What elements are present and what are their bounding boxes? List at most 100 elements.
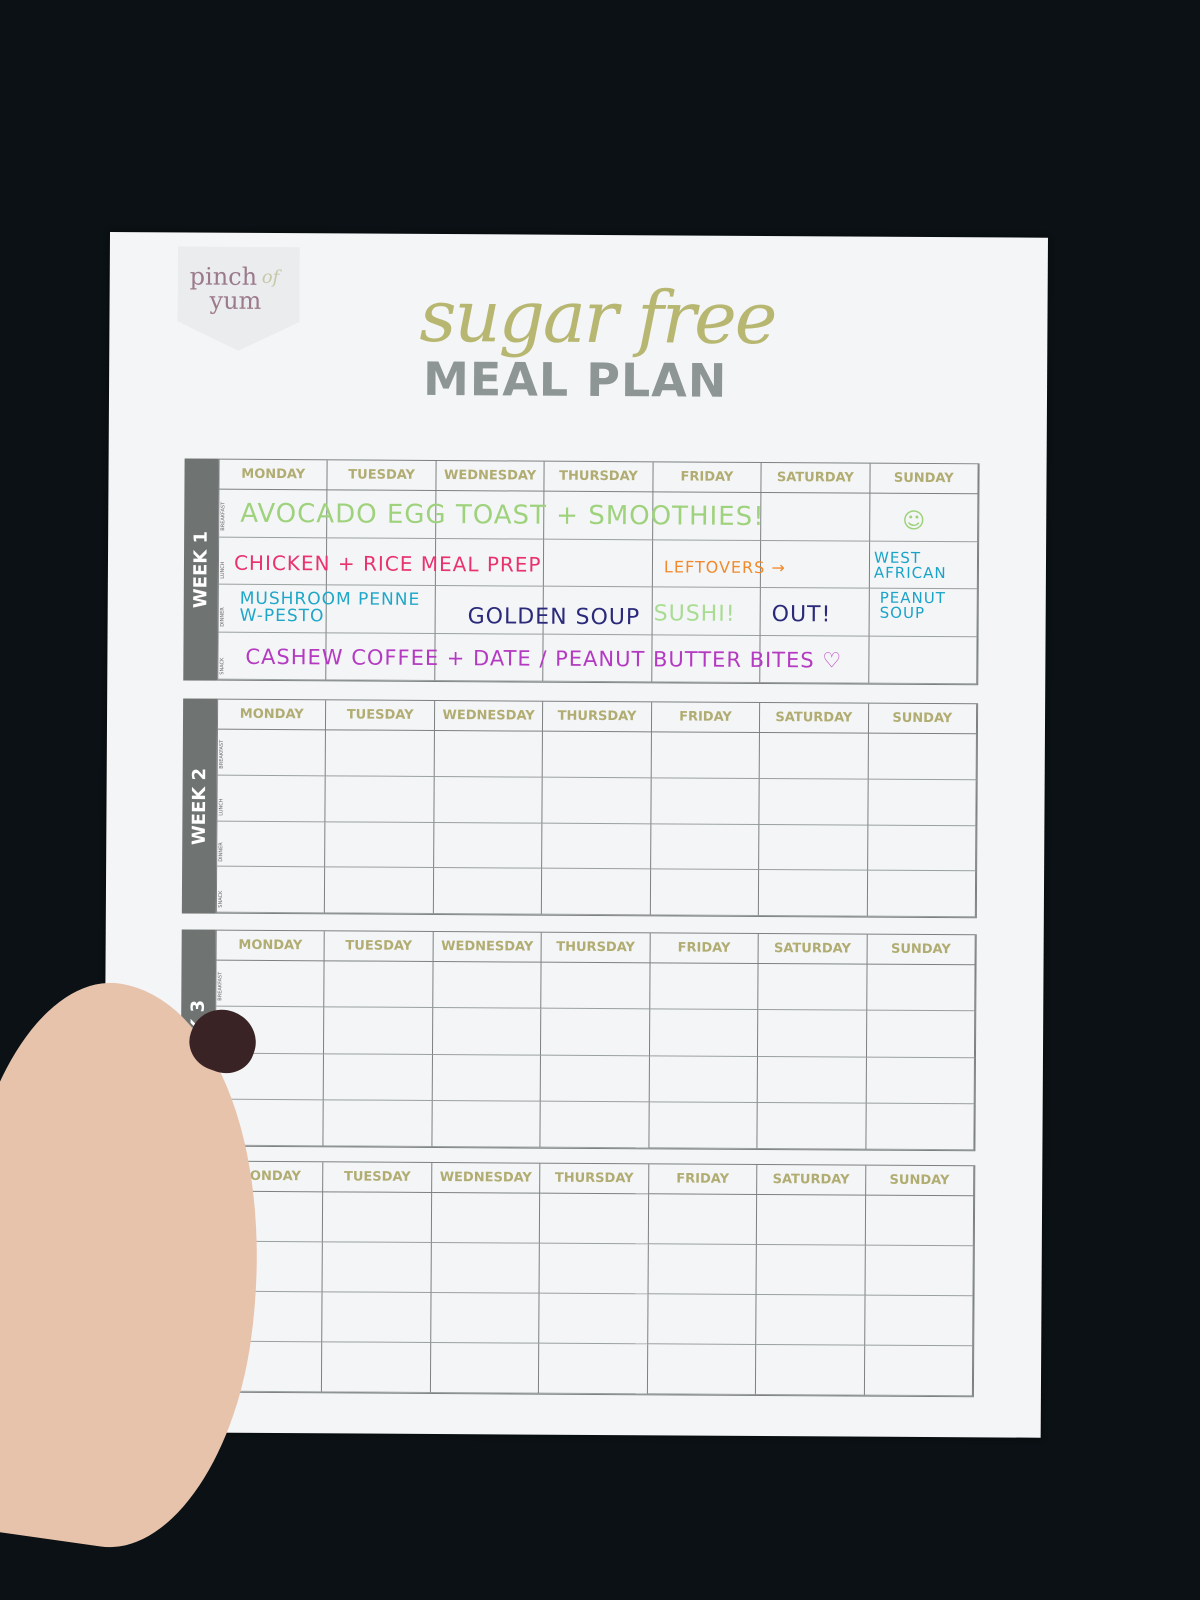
meal-cell[interactable] [867, 870, 977, 918]
meal-cell[interactable] [432, 1008, 542, 1056]
meal-cell[interactable] [759, 778, 869, 826]
meal-cell[interactable] [647, 1294, 757, 1345]
meal-cell[interactable] [326, 730, 435, 777]
meal-cell[interactable] [324, 1007, 434, 1055]
meal-cell[interactable] [541, 962, 651, 1010]
meal-cell[interactable] [542, 868, 651, 916]
meal-cell[interactable] [866, 1010, 976, 1058]
meal-cell[interactable] [865, 1195, 975, 1247]
day-header: SUNDAY [868, 703, 978, 735]
handwritten-entry: WEST AFRICAN [873, 548, 947, 583]
meal-cell[interactable] [756, 1344, 865, 1396]
meal-label: BREAKFAST [217, 971, 224, 1001]
day-header: TUESDAY [324, 931, 434, 962]
meal-cell[interactable] [540, 1055, 650, 1103]
meal-cell[interactable] [322, 1292, 432, 1343]
meal-cell[interactable] [544, 539, 653, 588]
meal-cell[interactable] [216, 866, 326, 914]
meal-cell[interactable] [651, 778, 760, 825]
meal-cell[interactable] [433, 822, 543, 869]
meal-cell[interactable] [540, 1193, 649, 1245]
meal-cell[interactable] [866, 964, 976, 1012]
meal-cell[interactable] [758, 963, 868, 1011]
meal-cell[interactable] [542, 823, 652, 870]
meal-cell[interactable] [217, 729, 327, 777]
meal-cell[interactable] [756, 1194, 866, 1246]
meal-cell[interactable] [649, 1009, 759, 1057]
title-script: sugar free [419, 273, 776, 361]
meal-cell[interactable] [540, 1101, 650, 1149]
meal-cell[interactable] [217, 775, 327, 822]
meal-cell[interactable] [759, 824, 868, 871]
meal-cell[interactable] [867, 825, 977, 872]
meal-label: BREAKFAST [218, 740, 225, 769]
meal-cell[interactable] [758, 870, 868, 917]
day-header: SUNDAY [867, 934, 976, 966]
meal-cell[interactable] [865, 1103, 975, 1151]
meal-cell[interactable] [759, 732, 869, 780]
meal-cell[interactable] [324, 1053, 433, 1101]
meal-cell[interactable] [322, 1342, 432, 1393]
meal-cell[interactable] [539, 1293, 649, 1345]
meal-cell[interactable] [757, 1056, 867, 1104]
day-header: MONDAY [219, 459, 329, 491]
meal-cell[interactable] [864, 1295, 974, 1347]
meal-cell[interactable] [868, 733, 977, 781]
meal-cell[interactable] [325, 776, 435, 823]
meal-cell[interactable] [325, 867, 434, 914]
meal-cell[interactable] [866, 1057, 975, 1105]
meal-cell[interactable] [430, 1342, 540, 1394]
meal-cell[interactable] [216, 960, 325, 1008]
meal-cell[interactable] [758, 1010, 867, 1058]
day-header: WEDNESDAY [434, 700, 544, 732]
meal-cell[interactable] [757, 1102, 867, 1150]
day-header: MONDAY [216, 930, 326, 962]
meal-cell[interactable] [864, 1345, 974, 1397]
meal-cell[interactable] [868, 636, 978, 685]
meal-label: BREAKFAST [220, 501, 227, 531]
meal-cell[interactable] [647, 1344, 757, 1395]
meal-cell[interactable] [431, 1292, 540, 1344]
meal-cell[interactable] [539, 1243, 649, 1295]
handwritten-entry: ☺ [902, 508, 927, 534]
meal-cell[interactable] [432, 1100, 541, 1148]
meal-cell[interactable] [433, 868, 543, 915]
meal-cell[interactable] [650, 823, 760, 871]
meal-cell[interactable] [649, 1055, 759, 1103]
meal-label: DINNER [219, 607, 226, 627]
day-header: FRIDAY [651, 702, 761, 733]
meal-cell[interactable] [541, 1008, 650, 1056]
meal-cell[interactable] [432, 1054, 542, 1102]
week-band: WEEK 1 [183, 458, 219, 681]
meal-cell[interactable] [433, 961, 542, 1009]
meal-cell[interactable] [431, 1242, 541, 1294]
handwritten-entry: CHICKEN + RICE MEAL PREP [233, 550, 542, 577]
meal-cell[interactable] [431, 1192, 541, 1244]
meal-cell[interactable] [865, 1245, 974, 1297]
meal-cell[interactable] [217, 821, 326, 868]
meal-cell[interactable] [324, 961, 434, 1009]
meal-cell[interactable] [323, 1100, 433, 1147]
meal-cell[interactable] [539, 1343, 648, 1395]
meal-cell[interactable] [867, 779, 977, 826]
meal-cell[interactable] [648, 1194, 758, 1245]
meal-cell[interactable] [323, 1192, 432, 1243]
day-header: SATURDAY [760, 702, 869, 734]
meal-cell[interactable] [322, 1242, 432, 1293]
meal-cell[interactable] [650, 869, 760, 916]
meal-cell[interactable] [649, 963, 759, 1011]
logo-text: yum [209, 286, 262, 315]
meal-cell[interactable] [434, 776, 543, 824]
meal-cell[interactable] [651, 732, 761, 779]
meal-cell[interactable] [648, 1244, 757, 1295]
meal-cell[interactable] [756, 1244, 866, 1296]
meal-label: LUNCH [219, 561, 226, 579]
meal-cell[interactable] [434, 730, 544, 778]
meal-cell[interactable] [756, 1294, 866, 1346]
meal-cell[interactable] [761, 492, 870, 542]
meal-cell[interactable] [649, 1102, 758, 1149]
meal-cell[interactable] [542, 731, 652, 779]
meal-cell[interactable] [325, 821, 435, 869]
meal-label: DINNER [218, 841, 225, 862]
meal-cell[interactable] [542, 777, 652, 824]
